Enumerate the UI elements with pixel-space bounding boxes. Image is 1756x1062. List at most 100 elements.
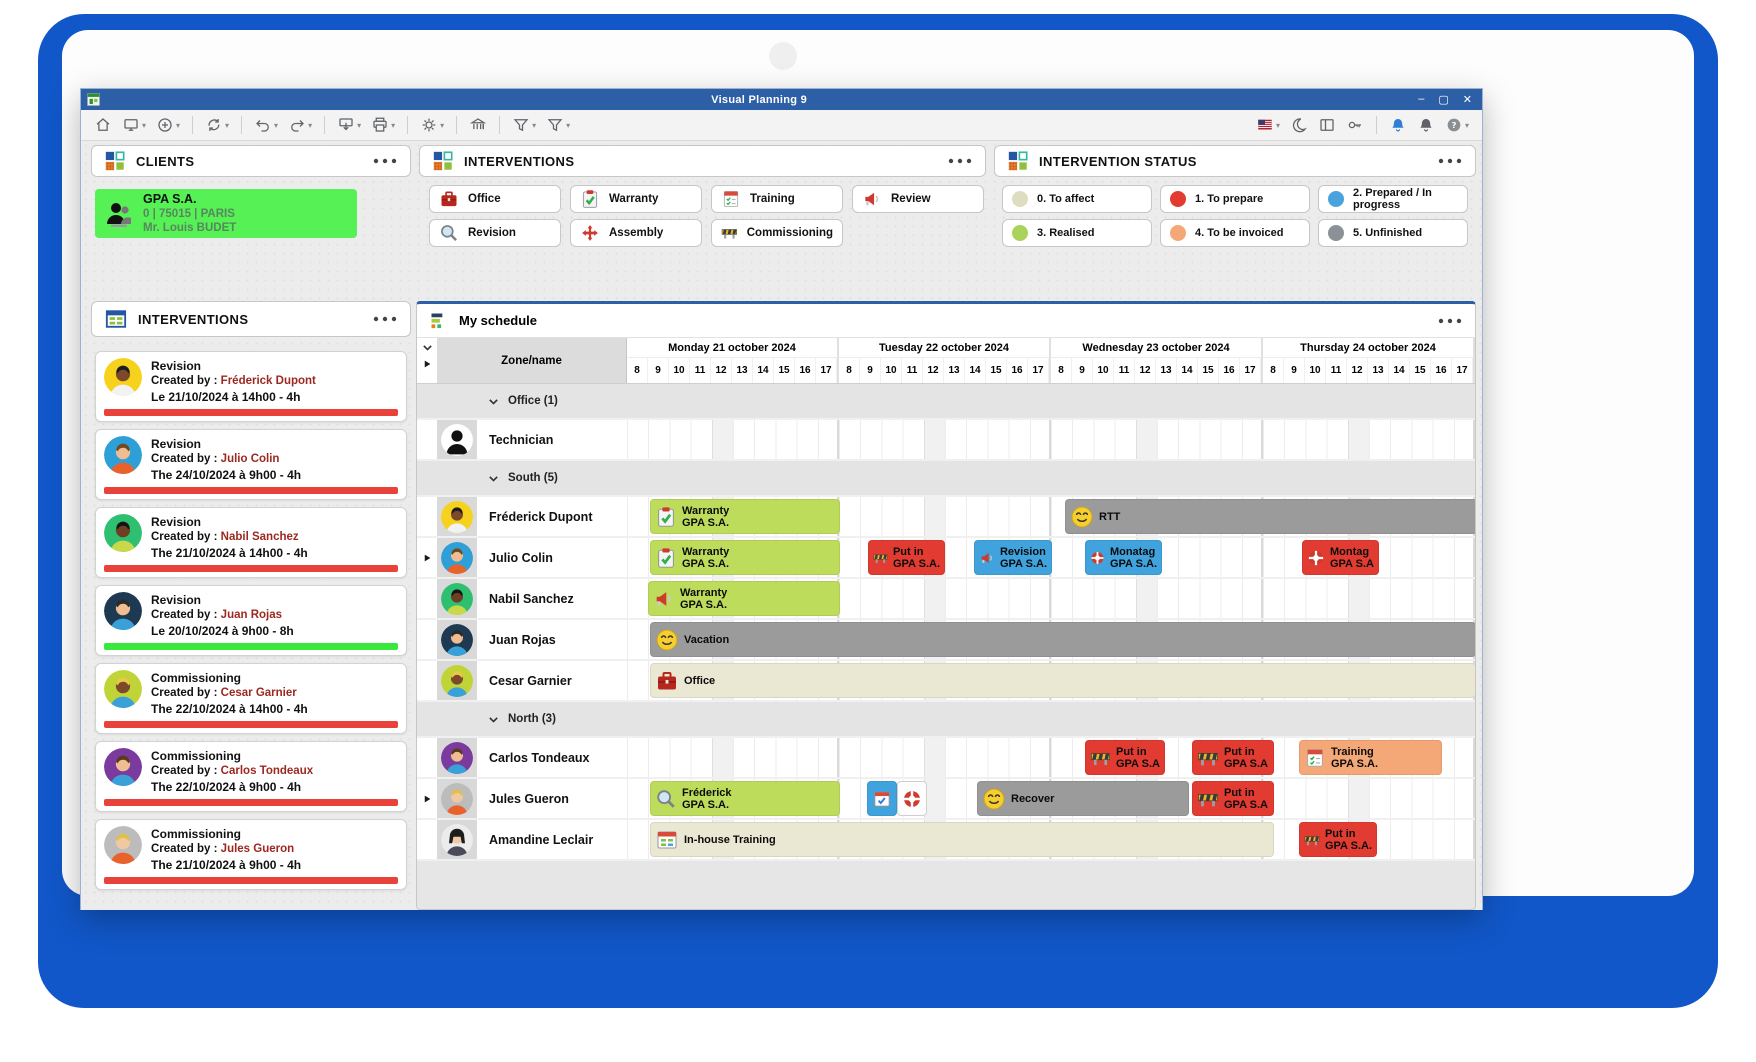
timeline-row[interactable]: Fréderick GPA S.A. Recover Put in GPA S.A [627,779,1475,818]
intervention-status-menu-button[interactable] [1437,157,1463,165]
timeline-row[interactable]: Put in GPA S.A Put in GPA S.A Training GPA S.… [627,738,1475,777]
timeline-row[interactable]: Warranty GPA S.A. Put in GPA S.A. Revision GP… [627,538,1475,577]
smiley-icon [1070,505,1094,529]
status-button[interactable]: 3. Realised [1002,219,1152,247]
chevron-down-icon[interactable] [487,713,500,726]
schedule-bar[interactable]: In-house Training [650,822,1274,857]
maximize-button[interactable]: ▢ [1438,94,1449,106]
chevron-down-icon: ▾ [1464,120,1469,130]
zone-group-row[interactable]: North (3) [417,702,1475,738]
schedule-bar[interactable]: Training GPA S.A. [1299,740,1442,775]
timeline-row[interactable]: Warranty GPA S.A. RTT [627,497,1475,536]
intervention-card[interactable]: Commissioning Created by : Cesar Garnier T… [95,663,407,734]
filter-2-button[interactable]: ▾ [543,114,573,136]
author-name: Jules Gueron [220,843,295,855]
undo-button[interactable]: ▾ [251,114,281,136]
schedule-menu-button[interactable] [1437,317,1463,325]
chevron-down-icon[interactable] [487,395,500,408]
type-button-office[interactable]: Office [429,185,561,213]
zone-group-row[interactable]: South (5) [417,461,1475,497]
hour-label: 9 [1284,358,1305,383]
filter-button[interactable]: ▾ [509,114,539,136]
schedule-bar[interactable] [897,781,927,816]
intervention-card[interactable]: Revision Created by : Nabil Sanchez The 21… [95,507,407,578]
language-button[interactable]: ▾ [1253,114,1283,136]
intervention-card[interactable]: Revision Created by : Juan Rojas Le 20/10/… [95,585,407,656]
status-button[interactable]: 5. Unfinished [1318,219,1468,247]
minimize-button[interactable]: – [1418,93,1425,105]
intervention-card[interactable]: Revision Created by : Fréderick Dupont Le … [95,351,407,422]
interventions-list-menu-button[interactable] [372,315,398,323]
settings-button[interactable]: ▾ [417,114,447,136]
created-by-line: Created by : Julio Colin [151,453,280,465]
schedule-bar[interactable]: Put in GPA S.A [1085,740,1165,775]
schedule-bar[interactable]: Put in GPA S.A [1192,781,1274,816]
timeline-row[interactable]: Warranty GPA S.A. [627,579,1475,618]
help-button[interactable]: ? ▾ [1442,114,1472,136]
timeline-row[interactable]: Vacation [627,620,1475,659]
theme-button[interactable] [1287,114,1311,136]
arrow-right-icon[interactable] [421,552,433,564]
intervention-types-menu-button[interactable] [947,157,973,165]
type-button-commissioning[interactable]: Commissioning [711,219,843,247]
status-button[interactable]: 1. To prepare [1160,185,1310,213]
schedule-bar[interactable]: Revision GPA S.A. [974,540,1052,575]
intervention-card[interactable]: Commissioning Created by : Jules Gueron Th… [95,819,407,890]
author-name: Nabil Sanchez [220,531,299,543]
bank-button[interactable] [466,114,490,136]
notifications-button[interactable] [1386,114,1410,136]
intervention-type: Revision [151,359,202,373]
close-button[interactable]: ✕ [1462,94,1472,106]
client-card[interactable]: GPA S.A. 0 | 75015 | PARIS Mr. Louis BUD… [95,189,357,238]
schedule-scroll-controls[interactable] [417,338,437,383]
import-button[interactable]: ▾ [334,114,364,136]
display-button[interactable]: ▾ [119,114,149,136]
timeline-row[interactable]: Office [627,661,1475,700]
print-button[interactable]: ▾ [368,114,398,136]
redo-button[interactable]: ▾ [285,114,315,136]
refresh-button[interactable]: ▾ [202,114,232,136]
hour-label: 16 [1431,358,1452,383]
status-button[interactable]: 0. To affect [1002,185,1152,213]
schedule-bar[interactable]: Put in GPA S.A [1192,740,1274,775]
type-button-review[interactable]: Review [852,185,984,213]
intervention-card[interactable]: Revision Created by : Julio Colin The 24/1… [95,429,407,500]
create-button[interactable]: ▾ [153,114,183,136]
schedule-bar[interactable]: Warranty GPA S.A. [650,499,840,534]
layout-button[interactable] [1315,114,1339,136]
schedule-bar[interactable]: RTT [1065,499,1475,534]
add-icon [156,116,174,134]
status-button[interactable]: 2. Prepared / In progress [1318,185,1468,213]
chevron-down-icon: ▾ [391,120,396,130]
schedule-bar[interactable]: Recover [977,781,1189,816]
chevron-down-icon[interactable] [421,341,434,354]
schedule-bar[interactable]: Vacation [650,622,1475,657]
status-button[interactable]: 4. To be invoiced [1160,219,1310,247]
clients-menu-button[interactable] [372,157,398,165]
arrow-right-icon[interactable] [421,793,433,805]
schedule-bar[interactable]: Warranty GPA S.A. [648,581,840,616]
schedule-bar[interactable]: Put in GPA S.A. [1299,822,1377,857]
schedule-bar[interactable]: Warranty GPA S.A. [650,540,840,575]
schedule-bar[interactable]: Montag GPA S.A [1302,540,1379,575]
timeline-row[interactable]: In-house Training Put in GPA S.A. [627,820,1475,859]
resource-row: Technician [417,420,1475,461]
schedule-bar[interactable]: Put in GPA S.A. [868,540,945,575]
alerts-button[interactable] [1414,114,1438,136]
created-by-line: Created by : Jules Gueron [151,843,295,855]
schedule-bar[interactable]: Fréderick GPA S.A. [650,781,840,816]
timeline-row[interactable] [627,420,1475,459]
type-button-revision[interactable]: Revision [429,219,561,247]
chevron-down-icon[interactable] [487,472,500,485]
schedule-bar[interactable] [867,781,897,816]
type-button-training[interactable]: Training [711,185,843,213]
arrow-right-icon[interactable] [421,358,433,370]
intervention-card[interactable]: Commissioning Created by : Carlos Tondeau… [95,741,407,812]
type-button-warranty[interactable]: Warranty [570,185,702,213]
type-button-assembly[interactable]: Assembly [570,219,702,247]
schedule-bar[interactable]: Monatag GPA S.A. [1085,540,1162,575]
key-button[interactable] [1343,114,1367,136]
schedule-bar[interactable]: Office [650,663,1475,698]
home-button[interactable] [91,114,115,136]
zone-group-row[interactable]: Office (1) [417,384,1475,420]
